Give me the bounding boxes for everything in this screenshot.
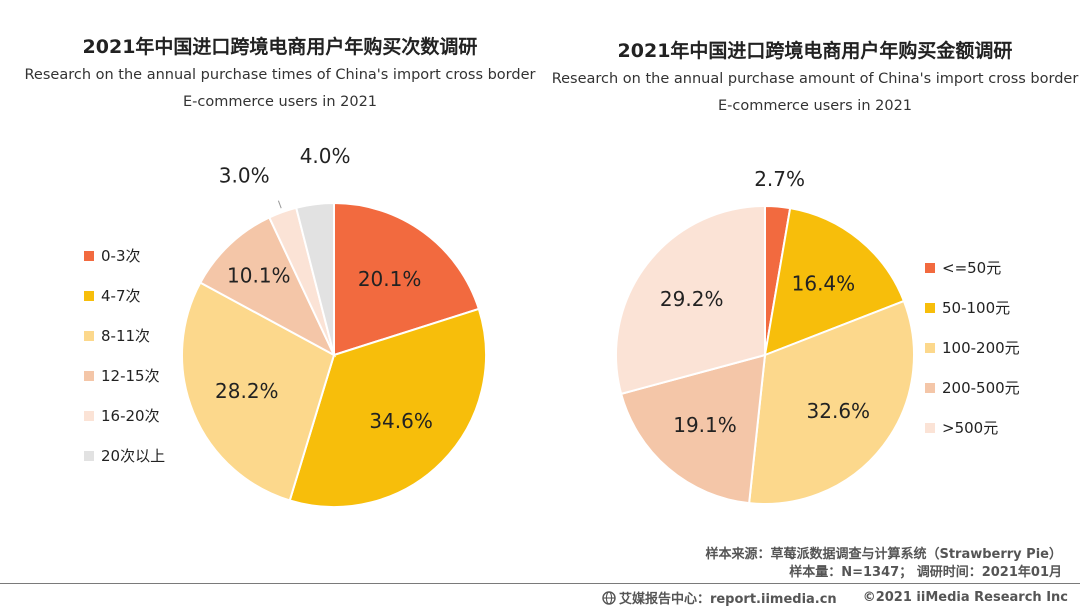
footer-site-wrap: 艾媒报告中心：report.iimedia.cn: [602, 588, 837, 607]
chart2-title: 2021年中国进口跨境电商用户年购买金额调研: [617, 40, 1013, 62]
footer-copyright: ©2021 iiMedia Research Inc: [862, 590, 1068, 605]
chart1-legend-swatch-3: [84, 331, 94, 341]
footer-site: 艾媒报告中心：report.iimedia.cn: [618, 592, 837, 607]
chart1-legend-label-5: 16-20次: [101, 407, 160, 425]
chart1-legend-swatch-4: [84, 371, 94, 381]
chart1-legend-label-4: 12-15次: [101, 367, 160, 385]
chart2-slice-2: [763, 206, 906, 357]
chart1-slice-4: [198, 216, 337, 358]
chart2-legend-swatch-1: [925, 263, 935, 273]
chart1-title: 2021年中国进口跨境电商用户年购买次数调研: [82, 36, 478, 58]
chart1-slice-3: [181, 281, 336, 502]
chart1-slice-6: [294, 201, 335, 356]
chart2-data-label-2: 16.4%: [792, 272, 856, 296]
chart2-data-label-4: 19.1%: [673, 413, 737, 437]
chart1-legend-swatch-6: [84, 451, 94, 461]
footer: 艾媒报告中心：report.iimedia.cn ©2021 iiMedia R…: [602, 588, 1068, 607]
chart1-subtitle-line1: Research on the annual purchase times of…: [24, 67, 536, 83]
sample-source: 样本来源：草莓派数据调查与计算系统（Strawberry Pie）: [705, 547, 1062, 562]
chart1-data-label-5: 3.0%: [219, 163, 270, 187]
chart2-legend-label-3: 100-200元: [942, 339, 1020, 357]
chart1-data-label-3: 28.2%: [215, 379, 279, 403]
chart2-legend-label-4: 200-500元: [942, 379, 1020, 397]
chart2-slice-5: [615, 204, 766, 396]
chart1-subtitle-line2: E-commerce users in 2021: [182, 94, 378, 110]
chart1-legend-swatch-5: [84, 411, 94, 421]
chart2-legend-label-5: >500元: [942, 419, 998, 437]
chart2-legend-swatch-3: [925, 343, 935, 353]
chart2-data-label-5: 29.2%: [660, 287, 724, 311]
chart2-subtitle-line1: Research on the annual purchase amount o…: [551, 71, 1079, 87]
globe-icon: [602, 591, 616, 605]
chart2-slice-4: [619, 353, 767, 505]
chart1-legend-swatch-2: [84, 291, 94, 301]
chart1-data-label-6: 4.0%: [300, 144, 351, 168]
chart2-legend-swatch-2: [925, 303, 935, 313]
chart1-legend-label-6: 20次以上: [101, 447, 165, 465]
chart2-legend-label-1: <=50元: [942, 259, 1001, 277]
chart2-subtitle: Research on the annual purchase amount o…: [545, 66, 1080, 120]
chart2-slice-3: [748, 299, 915, 505]
chart1-leader-5: [277, 200, 282, 209]
chart1-slice-1: [333, 201, 481, 357]
chart1-data-label-4: 10.1%: [227, 264, 291, 288]
chart2-legend-swatch-4: [925, 383, 935, 393]
chart2-data-label-1: 2.7%: [754, 167, 805, 191]
chart1-legend-label-1: 0-3次: [101, 247, 141, 265]
footer-divider: [0, 583, 1080, 584]
chart2-legend-label-2: 50-100元: [942, 299, 1010, 317]
chart2-subtitle-line2: E-commerce users in 2021: [717, 98, 913, 114]
chart2-data-label-3: 32.6%: [807, 399, 871, 423]
chart1-subtitle: Research on the annual purchase times of…: [10, 62, 550, 116]
sample-size: 样本量：N=1347； 调研时间：2021年01月: [789, 565, 1062, 580]
chart1-slice-2: [288, 307, 487, 508]
chart2-legend-swatch-5: [925, 423, 935, 433]
chart1-data-label-2: 34.6%: [369, 409, 433, 433]
chart1-legend-label-3: 8-11次: [101, 327, 150, 345]
chart1-data-label-1: 20.1%: [358, 267, 422, 291]
chart1-legend-label-2: 4-7次: [101, 287, 141, 305]
chart1-legend-swatch-1: [84, 251, 94, 261]
